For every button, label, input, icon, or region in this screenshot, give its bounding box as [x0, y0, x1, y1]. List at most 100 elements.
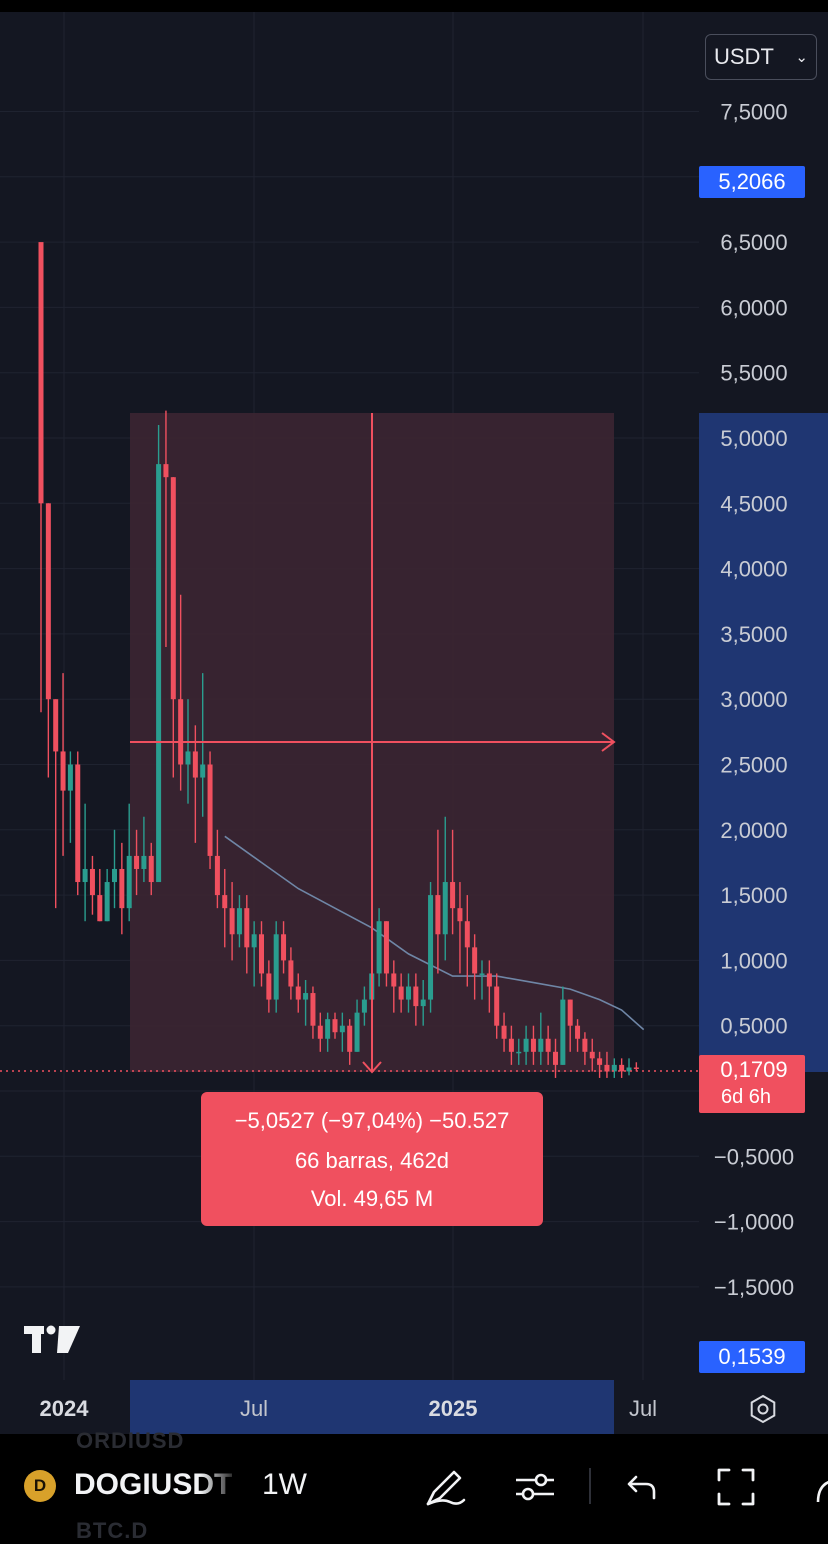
candlestick-series[interactable]: [38, 242, 639, 1078]
candle[interactable]: [192, 725, 198, 843]
candle[interactable]: [464, 895, 470, 987]
bar-countdown-label: 6d 6h: [721, 1086, 771, 1108]
price-axis[interactable]: 7,5000 6,5000 6,0000 5,5000 5,0000 4,5000 4,00…: [714, 100, 794, 1300]
chart-canvas[interactable]: 7,5000 6,5000 6,0000 5,5000 5,0000 4,5000 4,00…: [0, 12, 828, 1434]
candle[interactable]: [479, 960, 485, 1000]
price-badge-top-label: 5,2066: [718, 169, 785, 194]
candle[interactable]: [244, 895, 250, 974]
candle[interactable]: [582, 1032, 588, 1065]
candle[interactable]: [383, 921, 389, 987]
candle[interactable]: [67, 751, 73, 843]
candle[interactable]: [516, 1038, 522, 1065]
candle[interactable]: [523, 1025, 529, 1065]
candle[interactable]: [236, 895, 242, 948]
candle[interactable]: [435, 829, 441, 974]
undo-icon[interactable]: [616, 1462, 666, 1512]
candle[interactable]: [163, 410, 169, 647]
candle[interactable]: [420, 979, 426, 1026]
candle[interactable]: [545, 1025, 551, 1065]
candle[interactable]: [376, 908, 382, 987]
candle[interactable]: [339, 1012, 345, 1052]
candle[interactable]: [45, 503, 51, 778]
candle[interactable]: [508, 1025, 514, 1065]
candle[interactable]: [354, 999, 360, 1052]
candle[interactable]: [200, 673, 206, 817]
candle[interactable]: [170, 477, 176, 778]
candle[interactable]: [134, 829, 140, 896]
candle[interactable]: [185, 699, 191, 804]
candle[interactable]: [501, 1012, 507, 1052]
candle[interactable]: [619, 1058, 625, 1078]
candle[interactable]: [259, 921, 264, 987]
candle[interactable]: [60, 673, 66, 856]
chart-settings-icon[interactable]: [750, 1394, 776, 1424]
candle[interactable]: [266, 960, 272, 1013]
candle[interactable]: [530, 1025, 536, 1065]
candle[interactable]: [75, 751, 81, 896]
candle-body: [82, 868, 88, 883]
candle[interactable]: [207, 751, 213, 869]
candle[interactable]: [332, 1012, 338, 1039]
candle[interactable]: [38, 242, 44, 713]
candle[interactable]: [281, 921, 287, 974]
candle[interactable]: [112, 829, 117, 909]
candle[interactable]: [317, 1012, 323, 1052]
candle[interactable]: [347, 1019, 353, 1065]
candle[interactable]: [178, 594, 184, 791]
candle[interactable]: [214, 829, 220, 909]
candle[interactable]: [310, 986, 316, 1039]
candle[interactable]: [553, 1038, 558, 1078]
candle[interactable]: [273, 921, 279, 1013]
candle[interactable]: [148, 842, 154, 896]
candle[interactable]: [413, 973, 419, 1026]
candle[interactable]: [119, 842, 125, 935]
candle[interactable]: [126, 803, 132, 922]
candle[interactable]: [486, 960, 492, 1013]
candle[interactable]: [53, 699, 59, 909]
fullscreen-icon[interactable]: [711, 1462, 761, 1512]
candle[interactable]: [428, 882, 434, 1013]
candle[interactable]: [560, 986, 566, 1065]
candle[interactable]: [597, 1051, 603, 1078]
candle[interactable]: [406, 973, 411, 1013]
candle[interactable]: [494, 973, 500, 1039]
candle[interactable]: [398, 973, 404, 1013]
candle[interactable]: [589, 1038, 595, 1072]
candle[interactable]: [361, 986, 367, 1026]
candle[interactable]: [156, 424, 162, 883]
candle[interactable]: [567, 999, 573, 1052]
candle[interactable]: [82, 803, 88, 922]
candle[interactable]: [222, 868, 228, 948]
candle[interactable]: [251, 921, 257, 987]
candle[interactable]: [472, 934, 478, 1000]
candle[interactable]: [391, 960, 397, 1013]
candle[interactable]: [626, 1058, 632, 1076]
candle[interactable]: [575, 1019, 581, 1052]
candle[interactable]: [97, 868, 103, 922]
candle[interactable]: [457, 882, 463, 974]
currency-selector[interactable]: USDT ⌄: [705, 34, 817, 80]
candle-body: [53, 699, 59, 752]
candle[interactable]: [538, 1012, 544, 1065]
candle-body: [604, 1064, 610, 1072]
candle[interactable]: [288, 947, 294, 1000]
candle[interactable]: [104, 868, 110, 922]
candle[interactable]: [303, 979, 309, 1026]
candle[interactable]: [442, 816, 448, 961]
candle-body: [45, 503, 51, 700]
interval-selector[interactable]: 1W: [262, 1468, 307, 1501]
candle[interactable]: [229, 882, 235, 961]
candle[interactable]: [604, 1051, 610, 1078]
candle[interactable]: [450, 829, 456, 935]
time-axis[interactable]: 2024 Jul 2025 Jul: [40, 1396, 658, 1421]
candle[interactable]: [611, 1058, 617, 1078]
candle[interactable]: [295, 973, 301, 1013]
price-chart[interactable]: 7,5000 6,5000 6,0000 5,5000 5,0000 4,5000 4,00…: [0, 12, 828, 1434]
candle[interactable]: [141, 816, 147, 883]
more-tools-icon[interactable]: [800, 1462, 828, 1512]
candle[interactable]: [89, 855, 95, 915]
pen-icon[interactable]: [420, 1462, 470, 1512]
sliders-icon[interactable]: [510, 1462, 560, 1512]
candle[interactable]: [325, 1012, 331, 1052]
candle[interactable]: [633, 1062, 639, 1072]
